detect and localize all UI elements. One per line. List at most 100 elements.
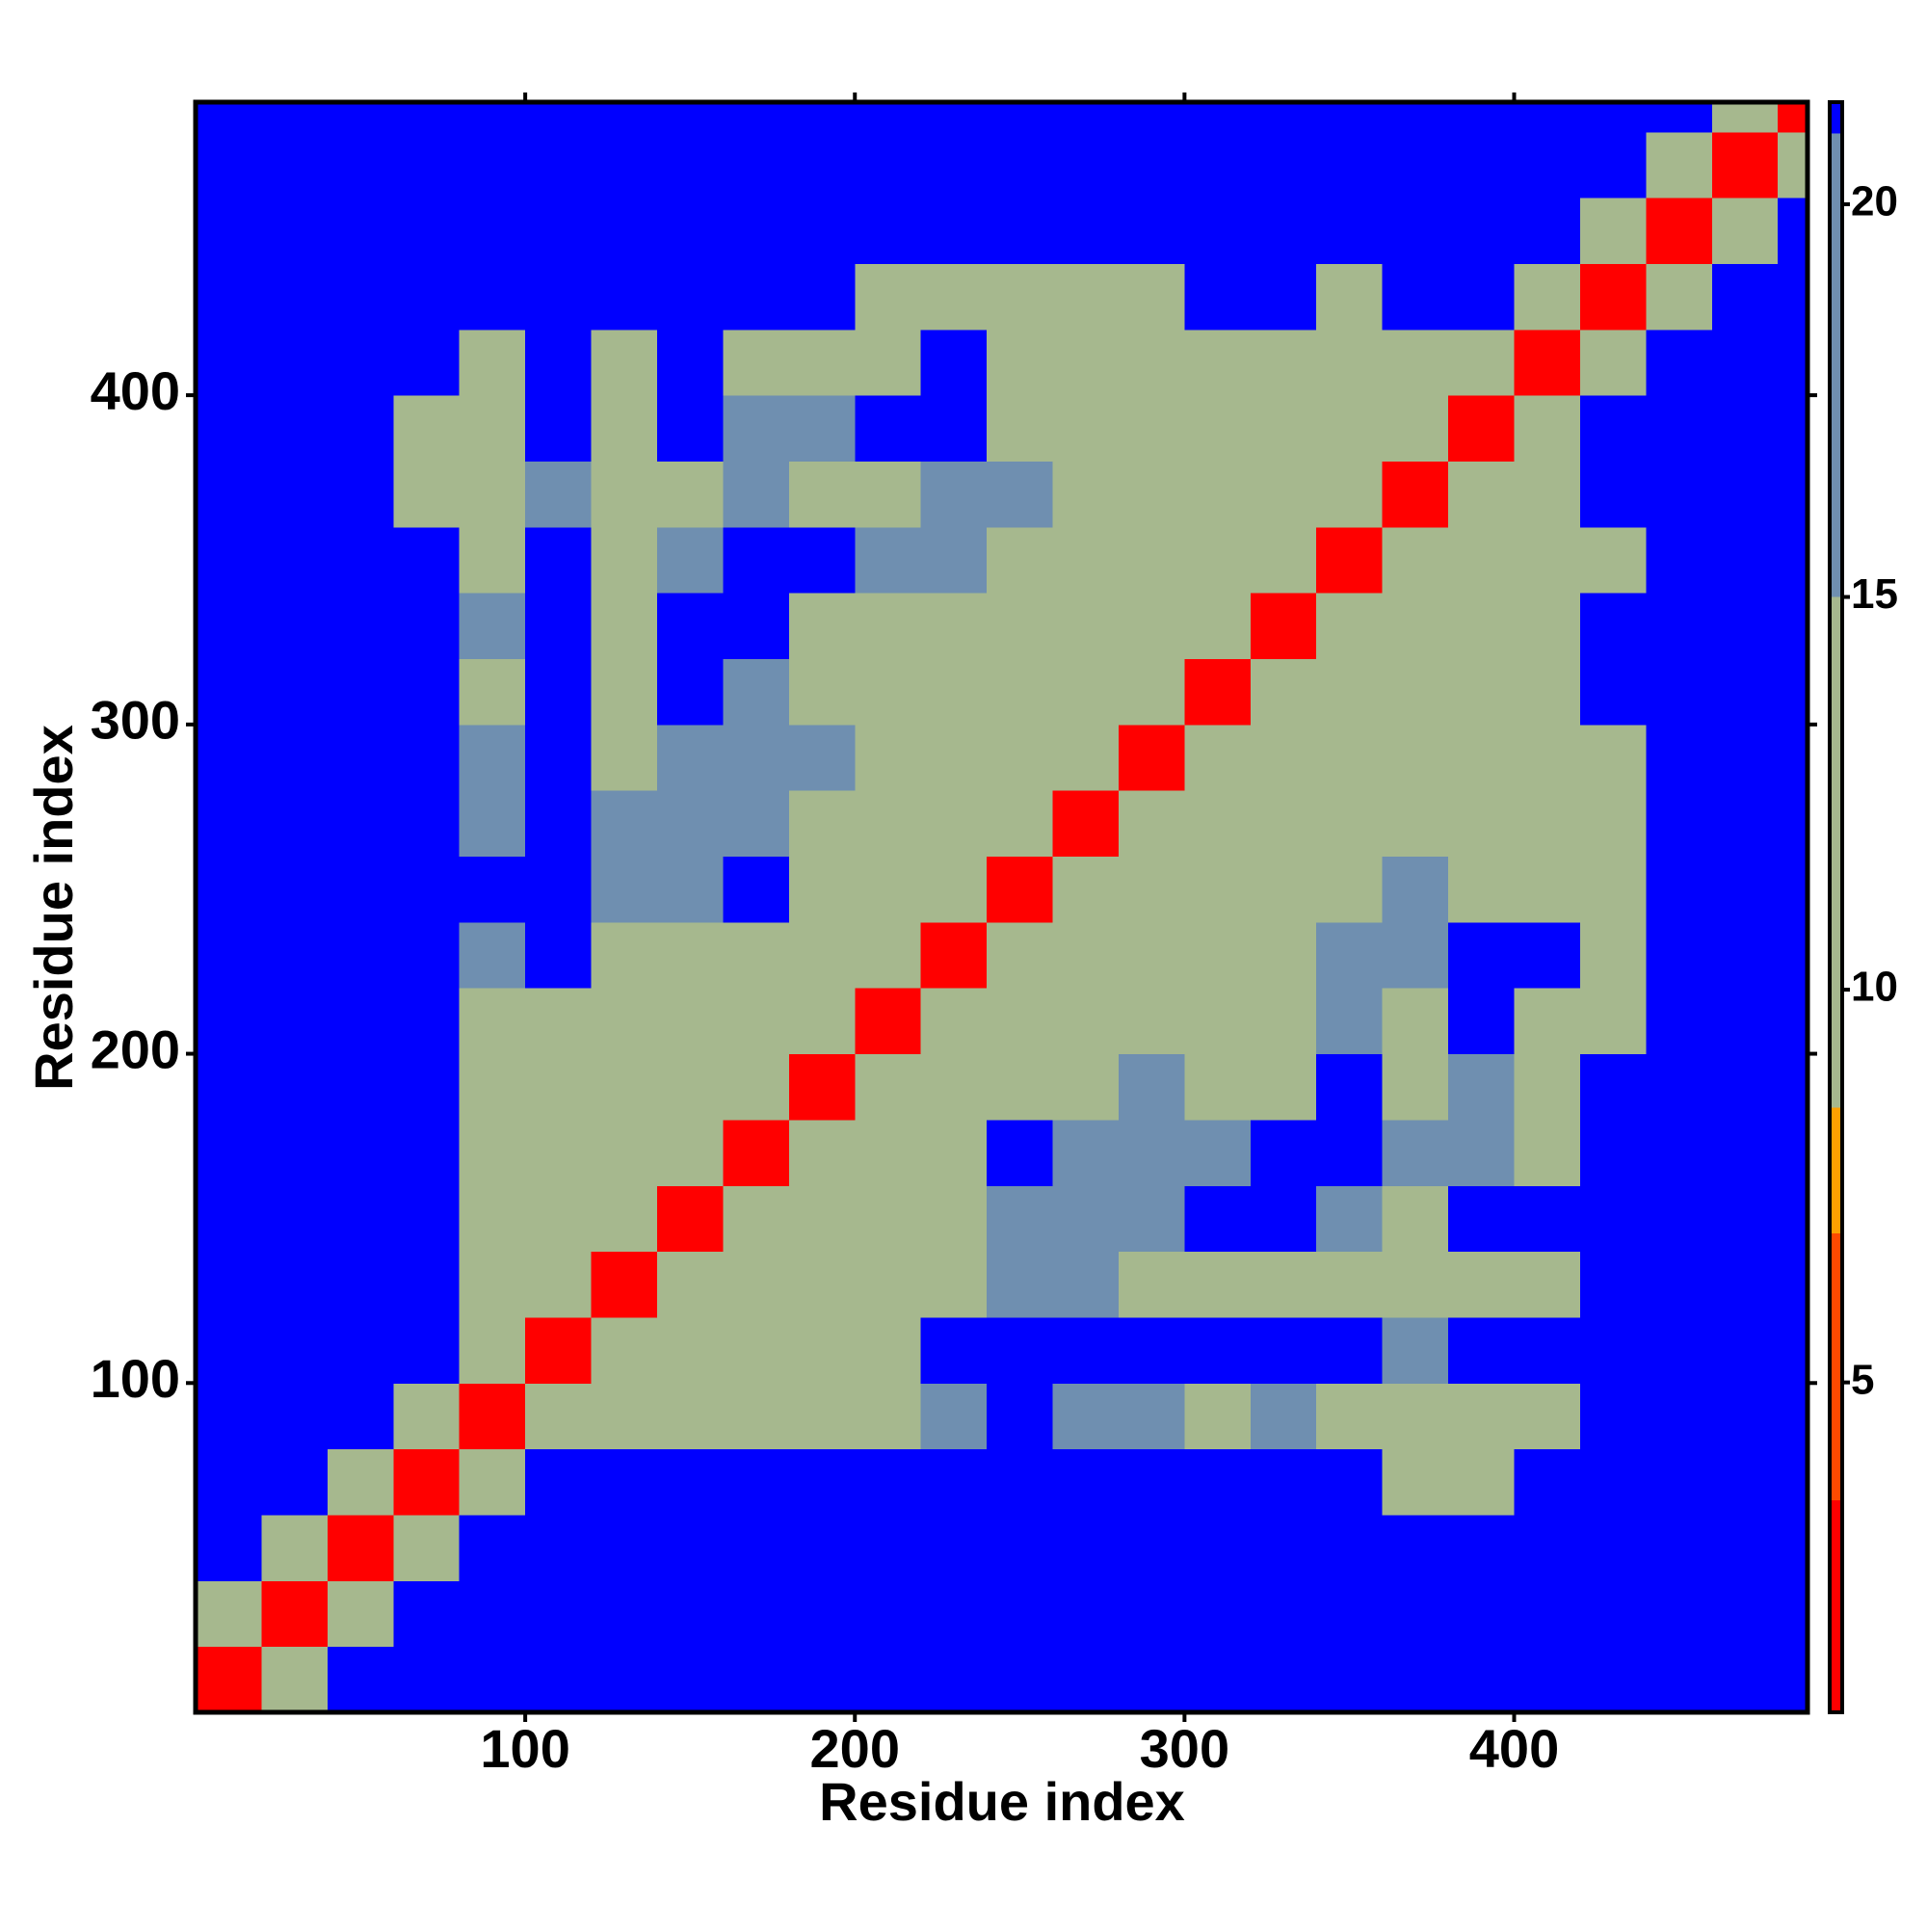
heatmap-cell [1118,395,1185,462]
heatmap-cell [1514,988,1581,1055]
heatmap-cell [855,856,922,923]
heatmap-cell [1778,131,1808,198]
heatmap-cell [261,526,329,594]
heatmap-cell [1118,198,1185,264]
heatmap-cell [1778,1448,1808,1516]
heatmap-cell [1250,131,1317,198]
heatmap-cell [393,1514,461,1581]
heatmap-cell [525,198,593,264]
heatmap-cell [1184,526,1252,594]
heatmap-cell [1579,1053,1647,1121]
heatmap-cell [1448,526,1516,594]
heatmap-cell [1316,856,1384,923]
heatmap-cell [1711,790,1779,858]
y-tick-label: 200 [91,1019,180,1079]
heatmap-cell [525,526,593,594]
heatmap-cell [1514,1383,1581,1450]
heatmap-cell [1448,1383,1516,1450]
heatmap-cell [1778,1185,1808,1253]
heatmap-cell [327,1053,394,1121]
heatmap-cell [1382,921,1449,989]
heatmap-cell [459,1316,526,1384]
heatmap-cell [1316,1646,1384,1713]
heatmap-cell [1250,1251,1317,1318]
heatmap-cell [1448,856,1516,923]
heatmap-cell [723,461,790,528]
heatmap-cell [393,329,461,396]
heatmap-cell [1184,1053,1252,1121]
heatmap-cell [1514,724,1581,791]
heatmap-cell [1448,593,1516,660]
heatmap-cell [196,329,262,396]
heatmap-cell [1778,1316,1808,1384]
heatmap-cell [788,461,856,528]
heatmap-cell [1250,724,1317,791]
heatmap-cell [1514,1514,1581,1581]
heatmap-cell [591,856,658,923]
heatmap-cell [1184,461,1252,528]
heatmap-cell [1646,1119,1713,1186]
heatmap-cell [920,526,988,594]
heatmap-cell [656,921,724,989]
heatmap-cell [327,1646,394,1713]
heatmap-cell [1382,1251,1449,1318]
heatmap-cell [459,1383,526,1450]
heatmap-cell [1052,102,1120,133]
heatmap-cell [591,263,658,331]
heatmap-cell [1118,658,1185,726]
heatmap-cell [327,988,394,1055]
colorbar-tick-label: 10 [1851,964,1898,1011]
heatmap-cell [1118,856,1185,923]
heatmap-cell [1382,329,1449,396]
heatmap-cell [987,593,1054,660]
heatmap-cell [920,461,988,528]
heatmap-cell [1118,1185,1185,1253]
heatmap-cell [591,102,658,133]
heatmap-cell [327,198,394,264]
heatmap-cell [196,658,262,726]
heatmap-cell [788,988,856,1055]
heatmap-cell [855,102,922,133]
heatmap-cell [393,1119,461,1186]
heatmap-cell [788,1316,856,1384]
heatmap-cell [656,593,724,660]
heatmap-cell [1579,1646,1647,1713]
heatmap-cell [1118,988,1185,1055]
heatmap-cell [591,593,658,660]
heatmap-cell [920,1383,988,1450]
heatmap-cell [788,1383,856,1450]
heatmap-cell [1448,658,1516,726]
heatmap-cell [1711,131,1779,198]
colorbar-segment [1830,596,1842,1108]
heatmap-cell [327,1316,394,1384]
heatmap-cell [327,790,394,858]
heatmap-cell [196,1448,262,1516]
heatmap-cell [525,1383,593,1450]
heatmap-cell [1579,790,1647,858]
heatmap-cell [855,988,922,1055]
heatmap-cell [1118,1251,1185,1318]
heatmap-cell [1646,988,1713,1055]
heatmap-cell [656,1185,724,1253]
heatmap-cell [1316,1119,1384,1186]
heatmap-cell [1646,1514,1713,1581]
heatmap-cell [656,1646,724,1713]
heatmap-cell [1052,198,1120,264]
heatmap-cell [459,724,526,791]
heatmap-cell [1250,790,1317,858]
heatmap-cell [1711,593,1779,660]
heatmap-cell [459,263,526,331]
heatmap-cell [196,1053,262,1121]
heatmap-cell [656,790,724,858]
heatmap-cell [920,131,988,198]
heatmap-cell [196,724,262,791]
heatmap-cell [327,1514,394,1581]
heatmap-cell [1579,724,1647,791]
heatmap-cell [393,988,461,1055]
heatmap-cell [1184,1514,1252,1581]
heatmap-cell [723,263,790,331]
heatmap-cell [393,1383,461,1450]
heatmap-cell [1052,329,1120,396]
heatmap-cell [1514,198,1581,264]
